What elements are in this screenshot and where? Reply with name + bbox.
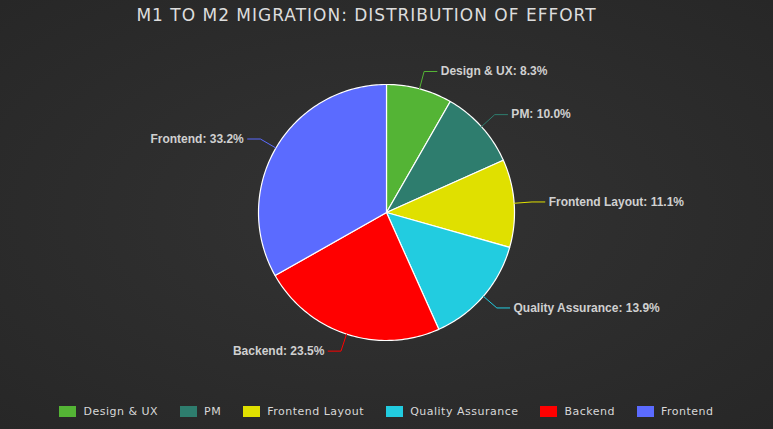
html-text:Design & UX: Design & UX (83, 405, 159, 418)
html-text:Quality Assurance: Quality Assurance (410, 405, 519, 418)
svg-text:Frontend Layout: 11.1%: Frontend Layout: 11.1% (549, 195, 685, 209)
html-text:Frontend: Frontend (661, 405, 714, 418)
svg-text:Quality Assurance: 13.9%: Quality Assurance: 13.9% (514, 301, 661, 315)
svg-text:Backend: 23.5%: Backend: 23.5% (233, 344, 325, 358)
html-text:Frontend Layout: Frontend Layout (267, 405, 365, 418)
svg-text:PM: 10.0%: PM: 10.0% (511, 107, 571, 121)
svg-text:Design & UX: 8.3%: Design & UX: 8.3% (441, 64, 548, 78)
html-text:Backend: Backend (564, 405, 615, 418)
svg-text:Frontend: 33.2%: Frontend: 33.2% (150, 132, 244, 146)
html-text:M1 TO M2 MIGRATION: DISTRIBUTI: M1 TO M2 MIGRATION: DISTRIBUTION OF EFFO… (136, 5, 597, 25)
html-text:PM: PM (204, 405, 222, 418)
